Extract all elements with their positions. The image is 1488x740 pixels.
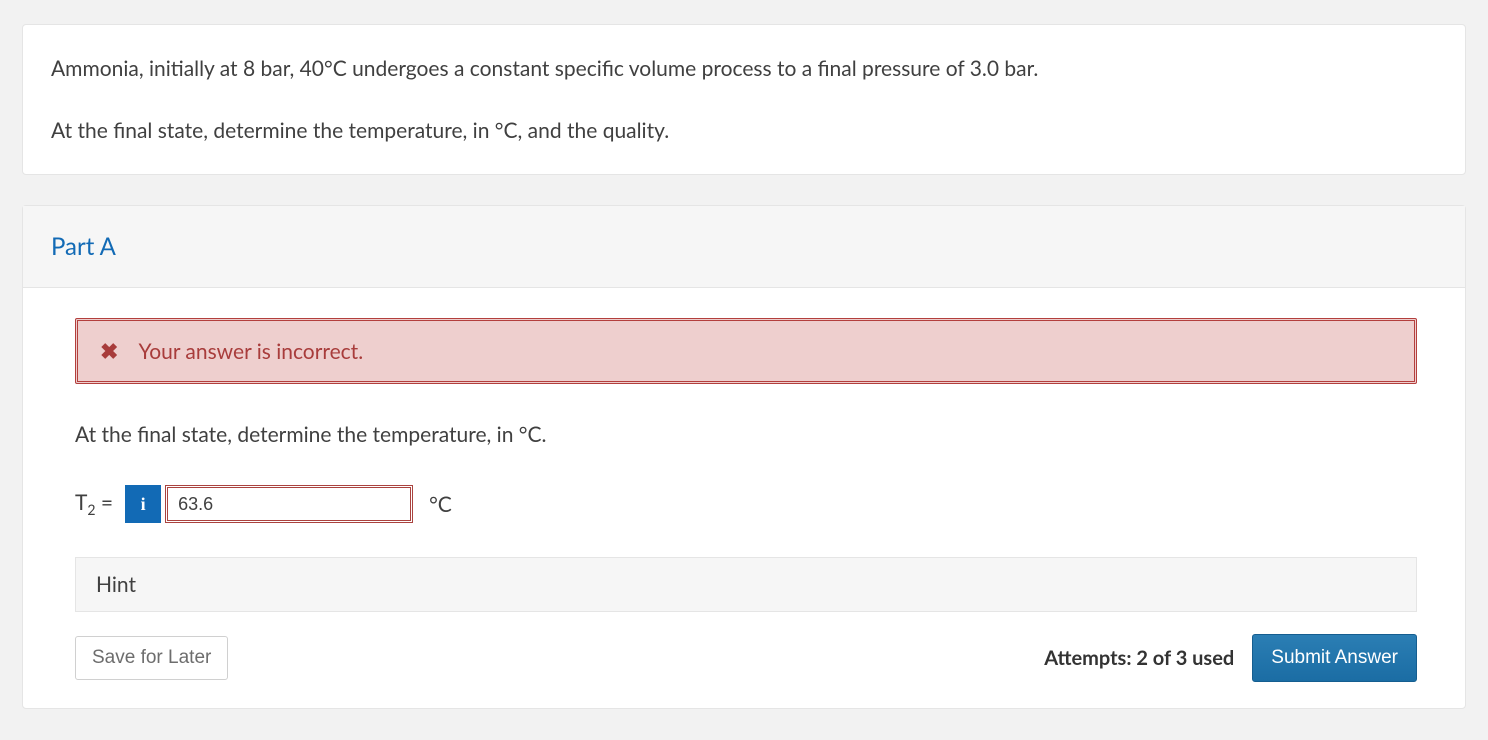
- info-button[interactable]: i: [125, 485, 161, 523]
- variable-label: T2 =: [75, 490, 113, 518]
- submit-label: Submit Answer: [1271, 647, 1398, 668]
- equals-sign: =: [96, 490, 114, 515]
- save-label: Save for Later: [92, 647, 211, 668]
- variable-subscript: 2: [87, 501, 95, 518]
- question-paragraph-2: At the final state, determine the temper…: [51, 115, 1437, 147]
- part-title: Part A: [51, 232, 1437, 261]
- question-paragraph-1: Ammonia, initially at 8 bar, 40°C underg…: [51, 53, 1437, 85]
- part-header: Part A: [23, 206, 1465, 288]
- footer-row: Save for Later Attempts: 2 of 3 used Sub…: [75, 634, 1417, 682]
- temperature-input[interactable]: [165, 485, 413, 523]
- footer-right: Attempts: 2 of 3 used Submit Answer: [1044, 634, 1417, 682]
- submit-answer-button[interactable]: Submit Answer: [1252, 634, 1417, 682]
- part-a-panel: Part A ✖ Your answer is incorrect. At th…: [22, 205, 1466, 709]
- info-icon: i: [141, 494, 146, 515]
- save-for-later-button[interactable]: Save for Later: [75, 636, 228, 680]
- question-panel: Ammonia, initially at 8 bar, 40°C underg…: [22, 24, 1466, 175]
- hint-button[interactable]: Hint: [75, 557, 1417, 612]
- error-alert: ✖ Your answer is incorrect.: [75, 318, 1417, 384]
- attempts-text: Attempts: 2 of 3 used: [1044, 646, 1234, 670]
- part-body: ✖ Your answer is incorrect. At the final…: [23, 288, 1465, 708]
- part-instruction: At the final state, determine the temper…: [75, 422, 1435, 447]
- error-x-icon: ✖: [100, 337, 118, 365]
- answer-row: T2 = i °C: [75, 485, 1435, 523]
- error-message: Your answer is incorrect.: [138, 339, 363, 364]
- variable-symbol: T: [75, 490, 87, 515]
- hint-label: Hint: [96, 572, 136, 597]
- unit-label: °C: [429, 492, 452, 517]
